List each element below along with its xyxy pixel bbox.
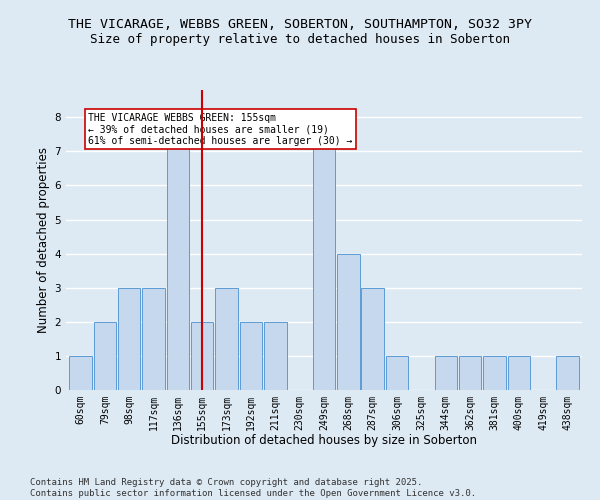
Bar — [142, 288, 165, 390]
Bar — [556, 356, 578, 390]
Text: Size of property relative to detached houses in Soberton: Size of property relative to detached ho… — [90, 32, 510, 46]
Y-axis label: Number of detached properties: Number of detached properties — [37, 147, 50, 333]
Bar — [167, 118, 189, 390]
Bar — [386, 356, 408, 390]
Bar — [313, 118, 335, 390]
Bar — [361, 288, 384, 390]
Text: Contains HM Land Registry data © Crown copyright and database right 2025.
Contai: Contains HM Land Registry data © Crown c… — [30, 478, 476, 498]
Bar — [459, 356, 481, 390]
Bar — [191, 322, 214, 390]
Bar — [434, 356, 457, 390]
Bar — [240, 322, 262, 390]
Bar — [118, 288, 140, 390]
Bar — [508, 356, 530, 390]
Bar — [483, 356, 506, 390]
X-axis label: Distribution of detached houses by size in Soberton: Distribution of detached houses by size … — [171, 434, 477, 448]
Bar — [70, 356, 92, 390]
Bar — [337, 254, 359, 390]
Bar — [264, 322, 287, 390]
Text: THE VICARAGE, WEBBS GREEN, SOBERTON, SOUTHAMPTON, SO32 3PY: THE VICARAGE, WEBBS GREEN, SOBERTON, SOU… — [68, 18, 532, 30]
Bar — [94, 322, 116, 390]
Bar — [215, 288, 238, 390]
Text: THE VICARAGE WEBBS GREEN: 155sqm
← 39% of detached houses are smaller (19)
61% o: THE VICARAGE WEBBS GREEN: 155sqm ← 39% o… — [88, 112, 352, 146]
